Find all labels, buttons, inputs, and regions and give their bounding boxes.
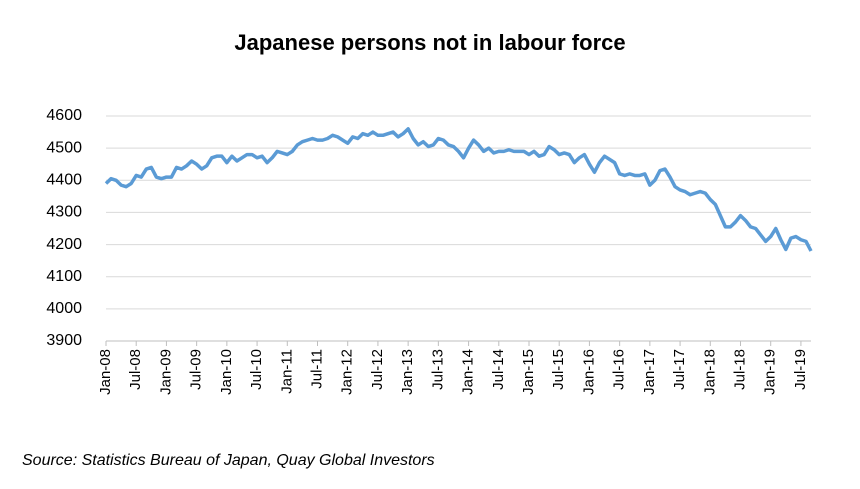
x-tick-label: Jul-11 (308, 349, 325, 389)
x-tick-label: Jul-08 (127, 349, 144, 390)
y-tick-label: 4000 (46, 300, 82, 317)
x-tick-label: Jul-14 (490, 349, 507, 390)
x-tick-label: Jul-10 (248, 349, 265, 390)
x-tick-label: Jul-19 (792, 349, 809, 390)
x-tick-label: Jan-11 (278, 349, 295, 394)
y-tick-label: 4600 (46, 107, 82, 124)
x-tick-label: Jan-16 (580, 349, 597, 395)
x-tick-label: Jul-18 (731, 349, 748, 390)
x-tick-label: Jan-19 (762, 349, 779, 395)
x-tick-label: Jan-10 (218, 349, 235, 395)
x-tick-label: Jul-16 (611, 349, 628, 390)
data-line (104, 127, 813, 252)
y-tick-label: 4100 (46, 268, 82, 285)
x-tick-label: Jan-17 (641, 349, 658, 395)
y-tick-label: 4200 (46, 236, 82, 253)
source-note: Source: Statistics Bureau of Japan, Quay… (22, 452, 435, 469)
x-tick-label: Jan-08 (97, 349, 114, 395)
x-tick-label: Jul-13 (429, 349, 446, 390)
x-tick-label: Jul-17 (671, 349, 688, 390)
y-tick-label: 4500 (46, 139, 82, 156)
y-tick-label: 4400 (46, 172, 82, 189)
x-tick-label: Jul-09 (188, 349, 205, 390)
x-tick-label: Jul-15 (550, 349, 567, 390)
x-tick-label: Jan-15 (520, 349, 537, 395)
x-tick-label: Jan-14 (460, 349, 477, 395)
x-tick-label: Jul-12 (369, 349, 386, 390)
x-tick-label: Jan-13 (399, 349, 416, 395)
y-tick-label: 3900 (46, 332, 82, 349)
y-tick-label: 4300 (46, 204, 82, 221)
x-tick-label: Jan-09 (157, 349, 174, 395)
x-tick-label: Jan-18 (701, 349, 718, 395)
x-tick-label: Jan-12 (339, 349, 356, 395)
chart-title: Japanese persons not in labour force (234, 30, 625, 55)
